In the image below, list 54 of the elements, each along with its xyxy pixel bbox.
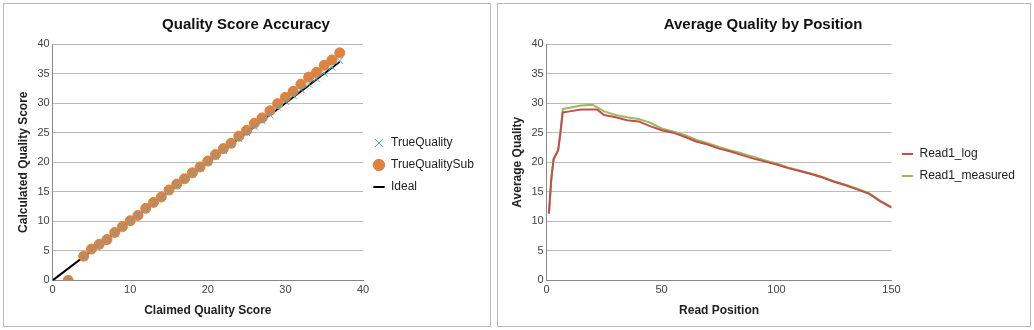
- x-tick-label: 150: [882, 283, 901, 296]
- x-tick-label: 30: [279, 283, 292, 296]
- y-tick-label: 5: [43, 243, 50, 256]
- y-tick-label: 15: [37, 184, 50, 197]
- point: [304, 80, 313, 89]
- x-tick-label: 20: [201, 283, 214, 296]
- y-tick-label: 35: [37, 66, 50, 79]
- point: [310, 66, 322, 78]
- y-tick-label: 10: [37, 214, 50, 227]
- point: [335, 56, 344, 65]
- x-tick-label: 40: [356, 283, 370, 296]
- x-tick-label: 100: [767, 283, 786, 296]
- point: [318, 59, 330, 71]
- point: [326, 54, 338, 66]
- y-tick-label: 15: [531, 184, 544, 197]
- point: [250, 122, 259, 131]
- point: [327, 63, 336, 72]
- point: [312, 74, 321, 83]
- x-axis-title: Read Position: [679, 303, 760, 318]
- point: [320, 68, 329, 77]
- y-tick-label: 40: [37, 37, 50, 50]
- y-tick-label: 20: [531, 155, 544, 168]
- legend-label: Ideal: [391, 179, 418, 194]
- y-tick-label: 35: [531, 66, 544, 79]
- x-axis-title: Claimed Quality Score: [144, 303, 272, 318]
- legend-label: Read1_log: [919, 146, 978, 161]
- y-axis-title: Average Quality: [509, 116, 524, 208]
- y-tick-label: 30: [37, 96, 50, 109]
- y-tick-label: 0: [537, 273, 544, 286]
- point: [273, 103, 282, 112]
- point: [281, 97, 290, 106]
- y-tick-label: 25: [531, 125, 544, 138]
- legend-label: TrueQuality: [391, 135, 453, 150]
- y-tick-label: 25: [37, 125, 50, 138]
- y-tick-label: 0: [43, 273, 50, 286]
- point: [242, 128, 251, 137]
- legend-label: TrueQualitySub: [391, 157, 475, 172]
- y-tick-label: 30: [531, 96, 544, 109]
- chart-title: Average Quality by Position: [663, 15, 863, 33]
- point: [234, 134, 243, 143]
- y-tick-label: 5: [537, 243, 544, 256]
- x-tick-label: 10: [124, 283, 137, 296]
- point: [334, 47, 346, 59]
- y-axis-title: Calculated Quality Score: [15, 91, 30, 233]
- point: [258, 116, 267, 125]
- y-tick-label: 40: [531, 37, 544, 50]
- point: [265, 110, 274, 119]
- point: [296, 85, 305, 94]
- legend-label: Read1_measured: [919, 168, 1015, 183]
- x-tick-label: 50: [655, 283, 668, 296]
- y-tick-label: 20: [37, 155, 50, 168]
- chart-title: Quality Score Accuracy: [162, 15, 331, 33]
- y-tick-label: 10: [531, 214, 544, 227]
- point: [289, 91, 298, 100]
